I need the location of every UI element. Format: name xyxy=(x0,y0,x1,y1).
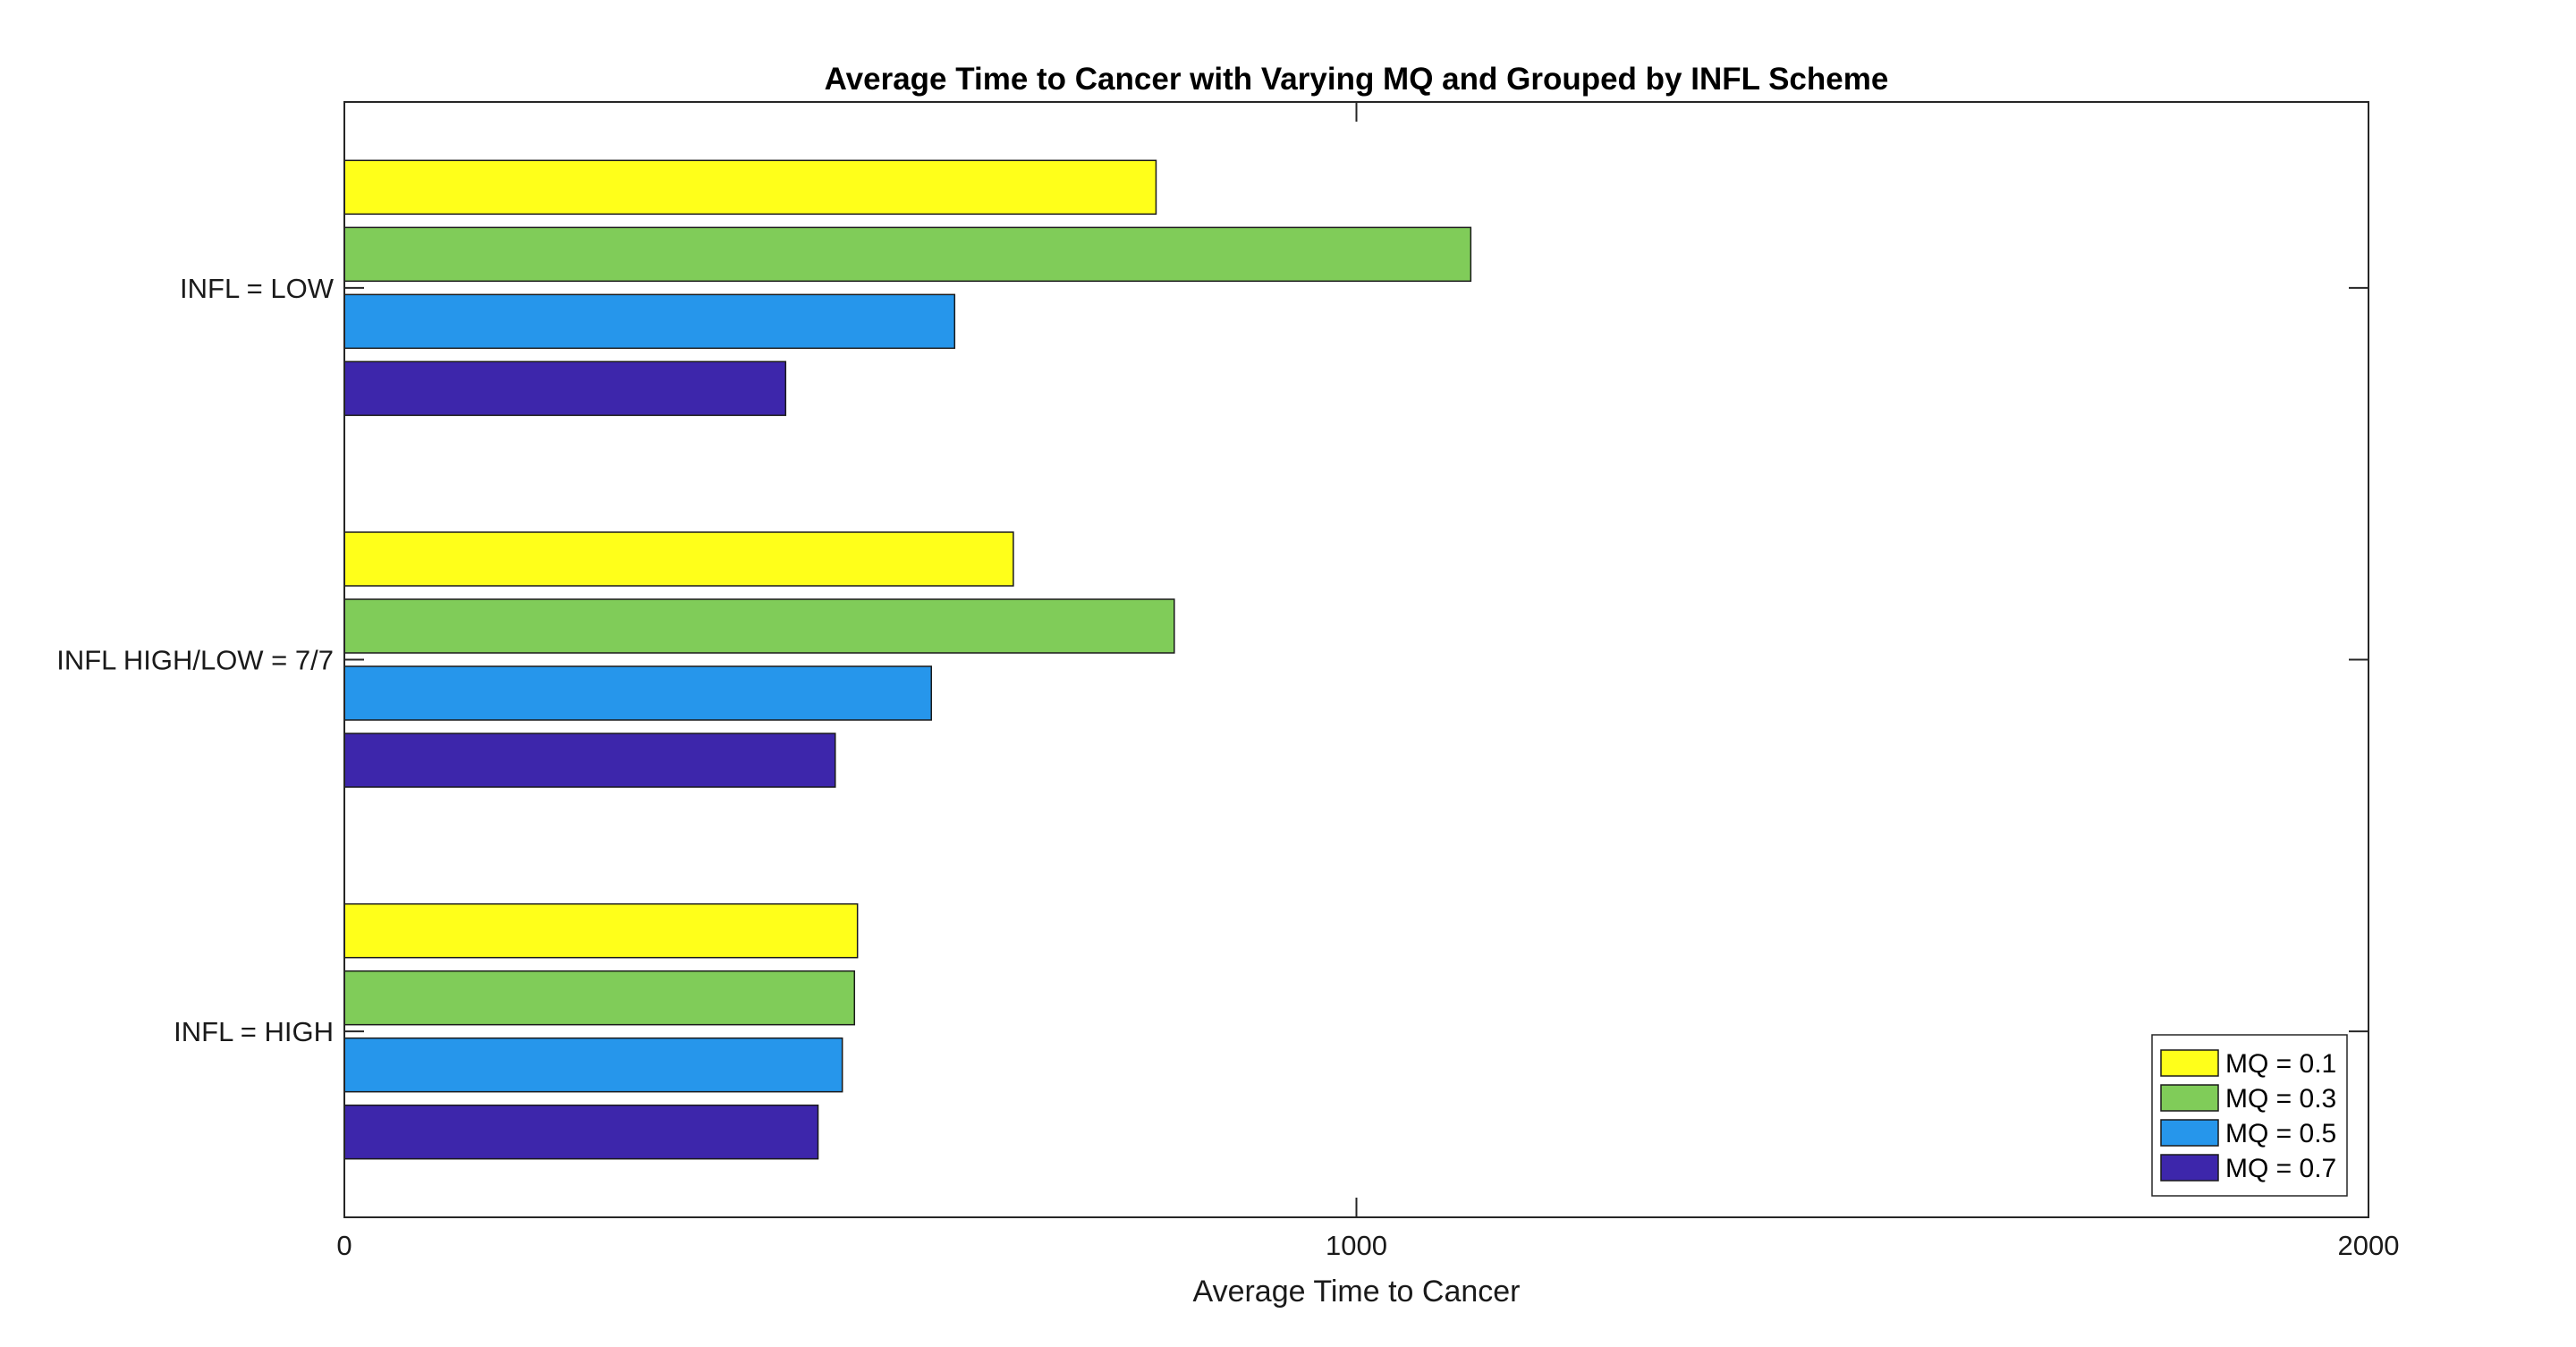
bar-2-3 xyxy=(343,1104,819,1160)
y-tick-label-2: INFL = HIGH xyxy=(174,1016,334,1047)
bar-2-2 xyxy=(343,1037,843,1093)
bar-1-3 xyxy=(343,733,836,788)
bar-2-1 xyxy=(343,970,856,1026)
legend-label-2: MQ = 0.5 xyxy=(2225,1119,2336,1148)
legend-swatch-3 xyxy=(2160,1154,2219,1182)
bar-0-2 xyxy=(343,293,956,350)
bar-0-3 xyxy=(343,360,787,417)
axis-ticks xyxy=(343,102,2369,1217)
legend-label-1: MQ = 0.3 xyxy=(2225,1084,2336,1114)
x-tick-label-2: 2000 xyxy=(2338,1230,2400,1261)
bar-0-1 xyxy=(343,226,1472,283)
bar-2-0 xyxy=(343,902,859,959)
legend: MQ = 0.1 MQ = 0.3 MQ = 0.5 MQ = 0.7 xyxy=(2151,1034,2348,1197)
x-tick-label-1: 1000 xyxy=(1326,1230,1387,1261)
x-tick-labels: 0 1000 2000 xyxy=(336,1230,2399,1261)
bar-1-1 xyxy=(343,598,1175,654)
y-tick-labels: INFL = LOW INFL HIGH/LOW = 7/7 INFL = HIGH xyxy=(56,273,335,1047)
x-axis-label: Average Time to Cancer xyxy=(1193,1275,1521,1309)
legend-label-3: MQ = 0.7 xyxy=(2225,1154,2336,1183)
x-tick-label-0: 0 xyxy=(336,1230,352,1261)
bar-1-2 xyxy=(343,665,933,721)
legend-swatch-0 xyxy=(2160,1049,2219,1077)
legend-swatch-1 xyxy=(2160,1084,2219,1112)
legend-swatch-2 xyxy=(2160,1119,2219,1147)
bars-layer xyxy=(343,159,1472,1160)
y-tick-label-0: INFL = LOW xyxy=(180,273,335,304)
legend-label-0: MQ = 0.1 xyxy=(2225,1049,2336,1079)
chart-title: Average Time to Cancer with Varying MQ a… xyxy=(825,62,1889,97)
bar-0-0 xyxy=(343,159,1157,216)
bar-1-0 xyxy=(343,531,1014,587)
y-tick-label-1: INFL HIGH/LOW = 7/7 xyxy=(56,645,334,676)
